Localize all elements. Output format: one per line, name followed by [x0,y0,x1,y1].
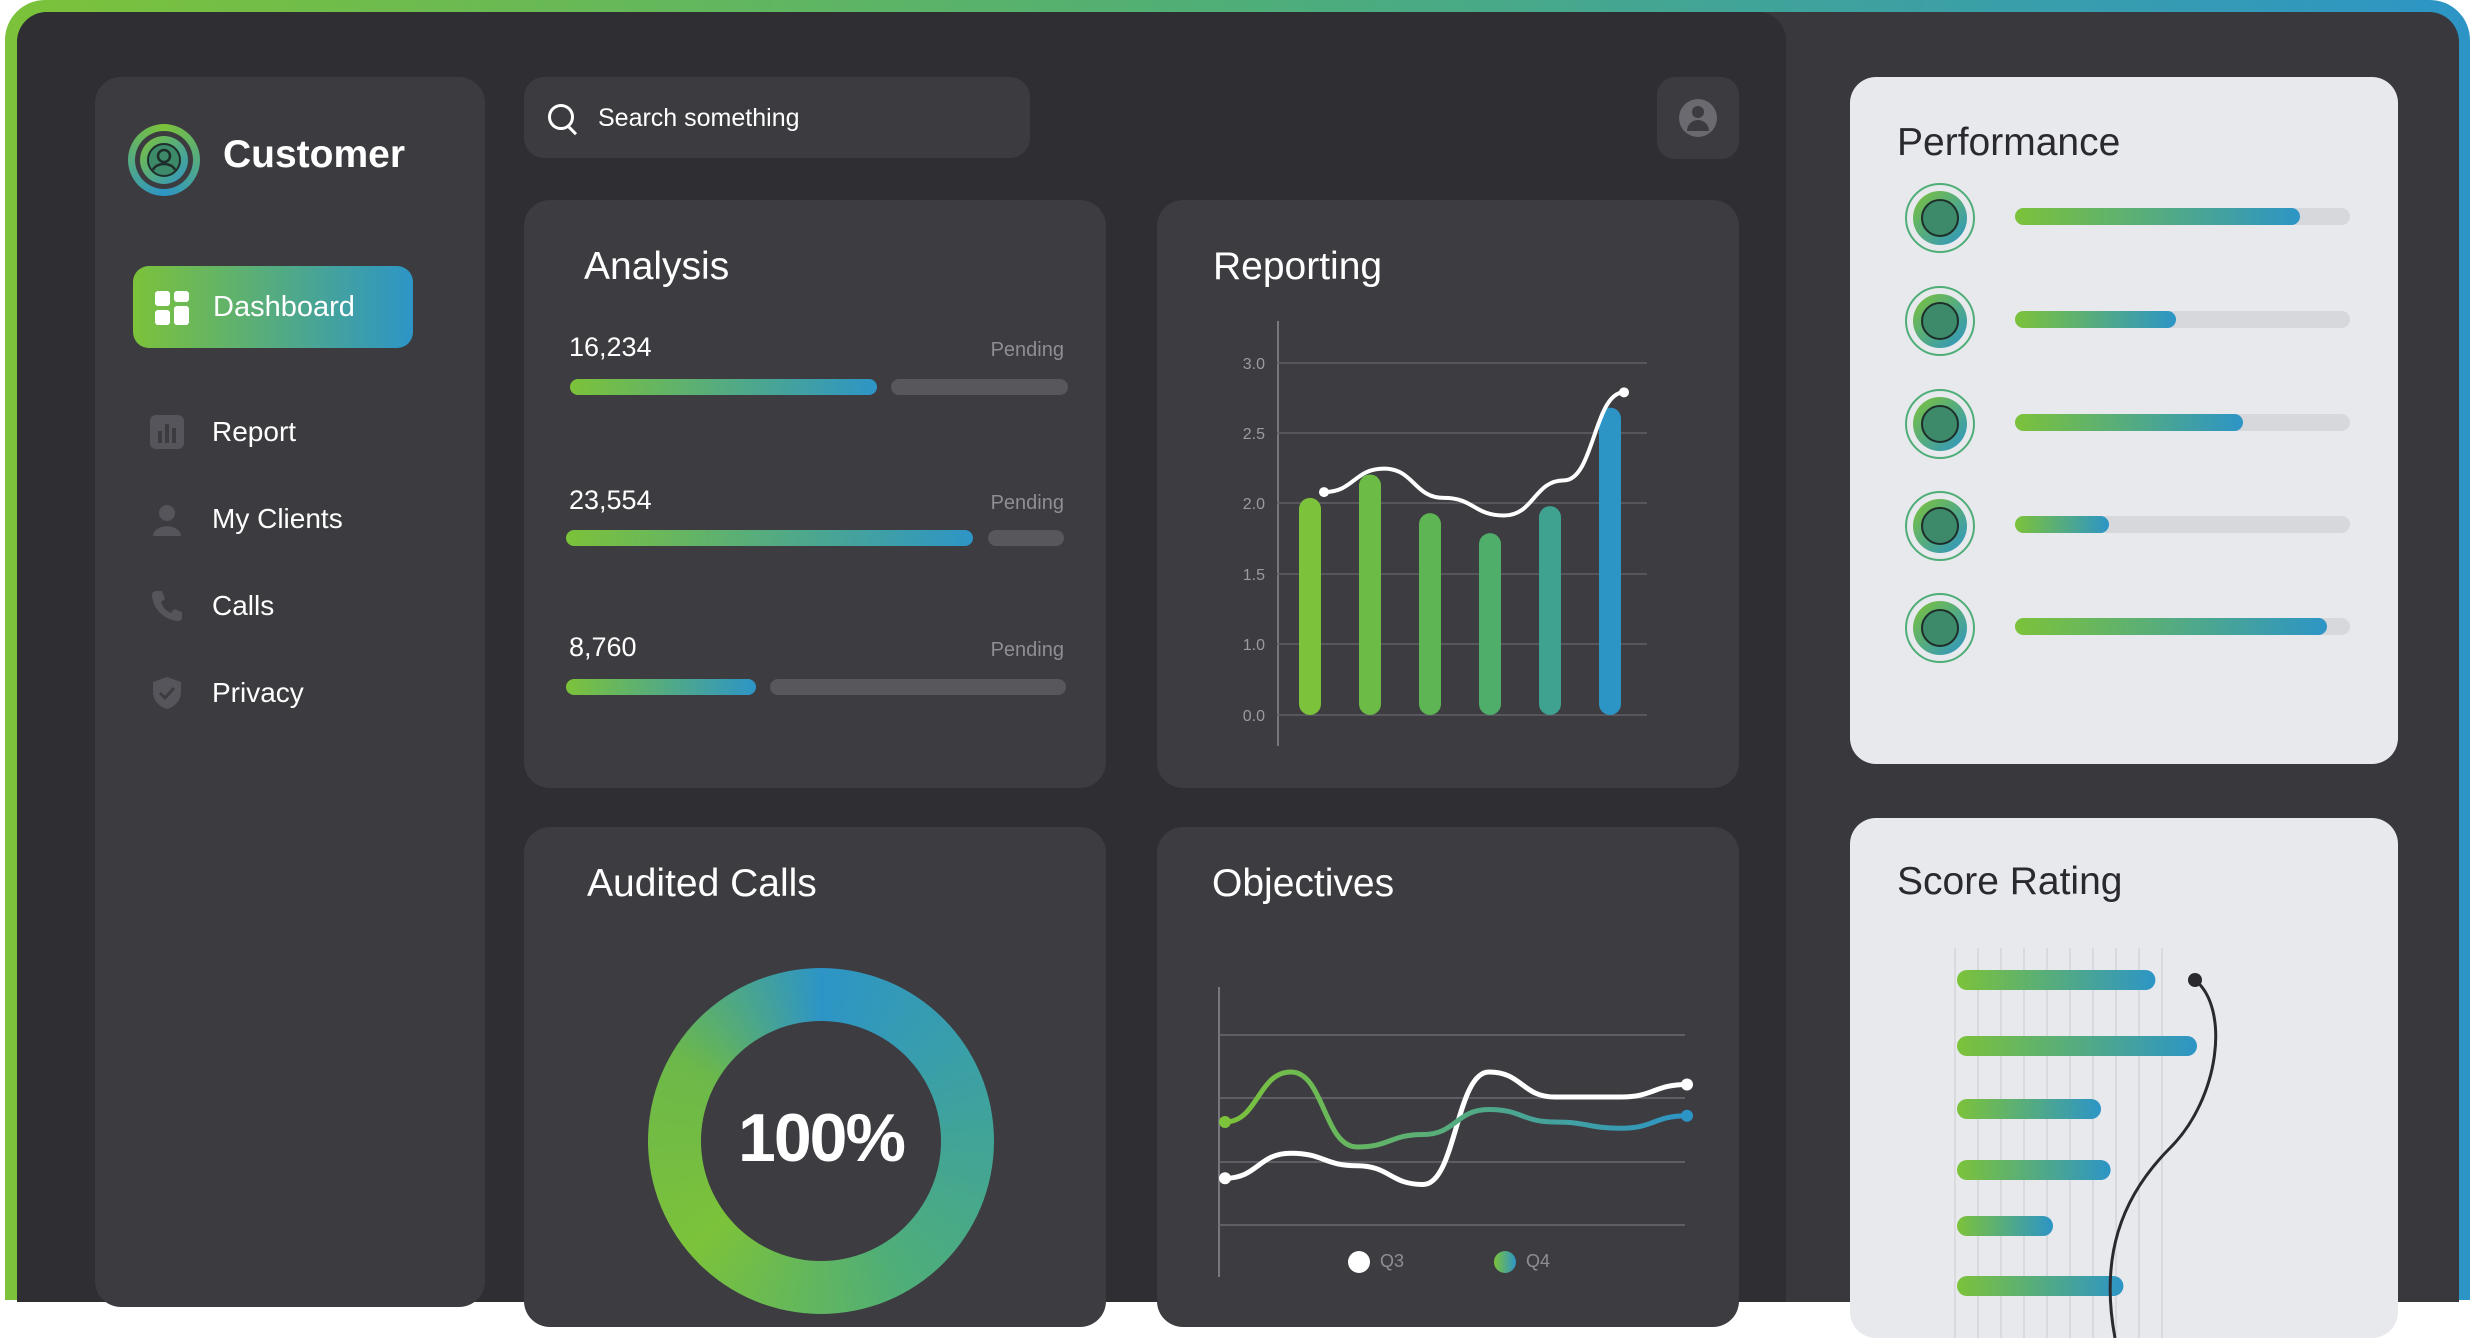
avatar-icon [1905,286,1975,356]
performance-progress-track [2015,414,2350,431]
sidebar-item-report[interactable]: Report [150,410,430,454]
sidebar-item-privacy[interactable]: Privacy [150,671,430,715]
bar [1539,506,1561,715]
progress-track [770,679,1066,695]
trend-line [1323,390,1625,518]
series-line-q3 [1224,1069,1688,1188]
shield-check-icon [150,676,184,710]
score-rating-chart [1954,948,2218,1338]
series-point [1681,1109,1693,1122]
performance-progress-track [2015,516,2350,533]
performance-progress-fill [2015,414,2243,431]
status-label: Pending [990,492,1064,514]
score-bar [1957,970,2156,990]
avatar-icon [1905,491,1975,561]
sidebar-item-label: Calls [212,590,275,621]
performance-progress-fill [2015,516,2109,533]
analysis-value: 16,234 [569,332,652,362]
score-curve [2108,978,2218,1338]
series-point [1681,1078,1693,1091]
sidebar-item-my-clients[interactable]: My Clients [150,497,430,541]
logo-icon [128,124,200,196]
avatar-icon [1905,183,1975,253]
status-label: Pending [990,339,1064,361]
progress-fill [566,679,756,695]
legend-q4-swatch [1494,1251,1516,1273]
y-tick-label: 3.0 [1243,356,1265,373]
y-tick-label: 2.5 [1243,426,1265,443]
bar [1479,533,1501,715]
card-title: Performance [1897,121,2121,164]
status-label: Pending [990,639,1064,661]
progress-track [891,379,1068,395]
search-icon [548,104,574,130]
card-title: Audited Calls [587,862,817,905]
y-tick-label: 2.0 [1243,496,1265,513]
legend-label: Q3 [1380,1251,1405,1271]
series-line-q4 [1224,1069,1688,1150]
bar [1299,497,1321,715]
analysis-card: Analysis 16,234 Pending 23,554 Pending 8… [524,200,1106,788]
performance-progress-fill [2015,208,2300,225]
user-icon [150,502,184,536]
card-title: Analysis [584,245,730,288]
performance-progress-fill [2015,618,2327,635]
avatar-icon [1905,593,1975,663]
progress-fill [570,379,877,395]
audited-calls-donut: 100% [648,968,994,1314]
bar [1359,474,1381,715]
sidebar-item-calls[interactable]: Calls [150,584,430,628]
y-tick-label: 1.0 [1243,637,1265,654]
phone-icon [150,589,184,623]
series-point [1219,1116,1231,1128]
score-bar [1957,1160,2111,1180]
sidebar-item-label: Dashboard [213,291,355,323]
score-bar [1957,1216,2053,1236]
performance-card: Performance [1850,77,2398,764]
legend-label: Q4 [1526,1251,1551,1271]
card-title: Reporting [1213,245,1383,288]
bar [1599,407,1621,715]
avatar-icon [1905,389,1975,459]
grid-icon [155,291,189,325]
legend-q3-swatch [1348,1251,1370,1273]
objectives-chart [1218,987,1693,1277]
trend-point [1319,487,1329,498]
score-bar [1957,1099,2101,1119]
search-input[interactable]: Search something [598,104,800,132]
progress-fill [566,530,973,546]
search-bar[interactable]: Search something [524,77,1030,158]
sidebar-item-label: My Clients [212,503,343,534]
y-tick-label: 0.0 [1243,708,1265,725]
performance-progress-track [2015,311,2350,328]
y-tick-label: 1.5 [1243,567,1265,584]
sidebar-item-dashboard[interactable]: Dashboard [133,266,413,348]
score-bar [1957,1036,2197,1056]
avatar-icon [1679,99,1717,137]
bar [1419,513,1441,715]
series-point [1219,1172,1231,1185]
score-bar [1957,1276,2124,1296]
objectives-card: Objectives Q3 Q4 [1157,827,1739,1327]
reporting-chart: 0.0 1.0 1.5 2.0 2.5 3.0 [1243,321,1647,746]
donut-value: 100% [738,1100,906,1176]
performance-progress-track [2015,618,2350,635]
sidebar-item-label: Report [212,416,297,447]
performance-progress-fill [2015,311,2176,328]
score-rating-card: Score Rating [1850,818,2398,1338]
reporting-card: Reporting 0.0 1.0 1.5 2.0 2.5 3.0 [1157,200,1739,788]
sidebar-item-label: Privacy [212,677,304,708]
trend-point [1619,387,1629,398]
bar-chart-icon [150,415,184,449]
progress-track [988,530,1064,546]
analysis-value: 23,554 [569,485,652,515]
performance-progress-track [2015,208,2350,225]
card-title: Objectives [1212,862,1395,905]
brand-name: Customer [223,133,406,176]
profile-button[interactable] [1657,77,1739,159]
card-title: Score Rating [1897,860,2123,903]
score-point [2188,973,2202,987]
analysis-value: 8,760 [569,632,637,662]
